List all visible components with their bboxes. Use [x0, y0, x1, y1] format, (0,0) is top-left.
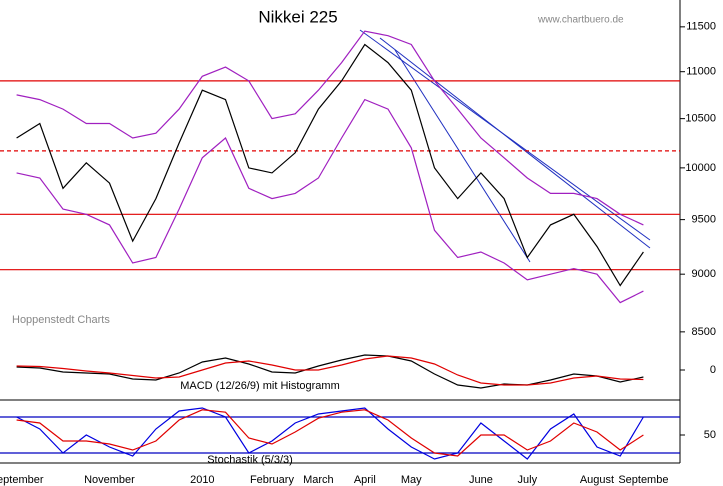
series-line	[16, 407, 644, 460]
y-tick-label: 9000	[692, 268, 716, 280]
x-tick-label: July	[518, 474, 538, 486]
x-tick-label: 2010	[190, 474, 214, 486]
x-tick-label: August	[580, 474, 614, 486]
series-line	[16, 409, 644, 457]
y-tick-label: 0	[710, 364, 716, 376]
y-tick-label: 10500	[685, 113, 716, 125]
x-tick-label: May	[401, 474, 422, 486]
y-tick-label: 50	[704, 429, 716, 441]
x-tick-label: April	[354, 474, 376, 486]
series-line	[16, 30, 644, 226]
x-tick-label: June	[469, 474, 493, 486]
trend-line	[394, 49, 531, 263]
y-tick-label: 10000	[685, 162, 716, 174]
series-line	[16, 43, 644, 287]
y-tick-label: 9500	[692, 214, 716, 226]
panel-title: Stochastik (5/3/3)	[207, 454, 293, 466]
x-tick-label: November	[84, 474, 135, 486]
source-note: Hoppenstedt Charts	[12, 314, 110, 326]
x-tick-label: September	[0, 474, 44, 486]
panel-title: MACD (12/26/9) mit Histogramm	[180, 380, 340, 392]
y-tick-label: 11000	[686, 66, 716, 78]
x-tick-label: February	[250, 474, 295, 486]
series-line	[16, 98, 644, 304]
x-tick-label: Septembe	[618, 474, 668, 486]
series-line	[16, 355, 644, 386]
y-tick-label: 11500	[686, 21, 716, 33]
watermark: www.chartbuero.de	[537, 15, 624, 26]
trend-line	[379, 37, 651, 249]
y-tick-label: 8500	[692, 326, 716, 338]
x-tick-label: March	[303, 474, 334, 486]
chart-title: Nikkei 225	[258, 7, 337, 26]
series-line	[16, 354, 644, 389]
